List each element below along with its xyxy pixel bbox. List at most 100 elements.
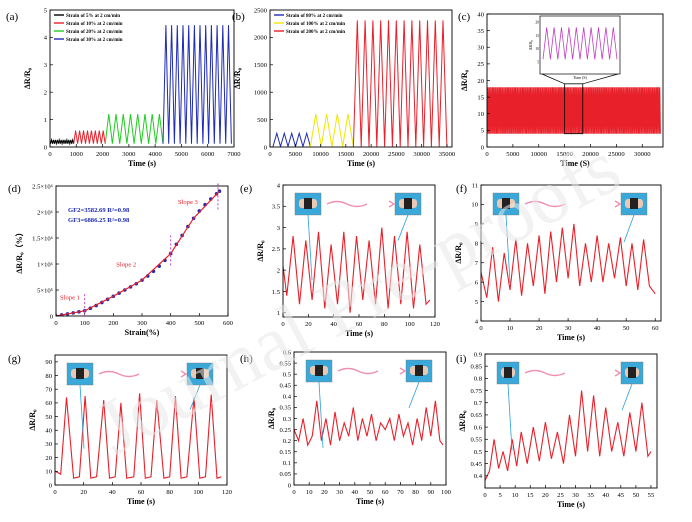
pointer-line xyxy=(318,381,324,448)
x-tick-label: 300 xyxy=(137,320,148,327)
series-line-b-2-0 xyxy=(352,20,448,147)
wave-arrow xyxy=(98,370,140,378)
legend-entry: Strain of 20% at 2 cm/min xyxy=(66,30,123,35)
x-tick-label: 20 xyxy=(321,489,328,496)
plot-frame xyxy=(480,184,662,322)
x-tick-label: 5000 xyxy=(175,151,189,158)
y-tick-label: 2×10⁶ xyxy=(37,209,53,216)
y-tick-label: 35 xyxy=(477,28,484,35)
plot-data-b xyxy=(272,20,448,147)
sensor-shape xyxy=(502,198,510,209)
series-line-f-0 xyxy=(481,223,656,302)
y-tick-label: 8 xyxy=(475,241,479,248)
y-axis-label: ΔR/R₀ xyxy=(454,242,463,264)
y-tick-label: 80 xyxy=(45,373,52,380)
panel-label: (g) xyxy=(8,353,21,365)
y-tick-label: 4 xyxy=(44,35,48,42)
photo-inset xyxy=(186,362,214,386)
plot-frame xyxy=(269,9,453,148)
y-tick-label: 90 xyxy=(45,359,52,366)
wave-arrow-head xyxy=(614,200,622,208)
photo-inset xyxy=(620,192,648,216)
x-tick-label: 10 xyxy=(306,489,313,496)
y-tick-label: 0.6 xyxy=(283,349,292,356)
x-tick-label: 0 xyxy=(485,151,489,158)
sensor-shape xyxy=(76,368,84,379)
y-tick-label: 40 xyxy=(477,11,484,18)
y-tick-label: 1×10⁶ xyxy=(37,261,53,268)
sensor-shape xyxy=(196,368,204,379)
y-tick-label: 5 xyxy=(475,299,479,306)
y-tick-label: 0.75 xyxy=(470,388,482,395)
y-tick-label: 0.4 xyxy=(474,473,483,480)
y-tick-label: 20 xyxy=(477,78,484,85)
x-axis-label: Time (s) xyxy=(128,159,156,168)
x-tick-label: 1000 xyxy=(70,151,84,158)
series-line-g-0 xyxy=(55,393,222,479)
x-axis-label: Strain(%) xyxy=(125,328,160,337)
photo-inset xyxy=(305,359,333,383)
series-line-c-0-0 xyxy=(487,87,661,134)
y-axis-label: ΔR/R₀ xyxy=(458,410,467,432)
y-tick-label: 0.5 xyxy=(474,449,483,456)
y-axis-label: ΔR/R₀ xyxy=(460,69,469,91)
zoom-box xyxy=(564,83,584,135)
y-tick-label: 0.1 xyxy=(283,460,291,467)
wave-arrow-head xyxy=(180,370,188,378)
wave-arrow xyxy=(524,200,566,208)
y-tick-label: 15 xyxy=(477,94,484,101)
y-tick-label: 500 xyxy=(257,117,268,124)
x-tick-label: 25 xyxy=(557,492,564,499)
x-tick-label: 100 xyxy=(80,320,91,327)
legend-entry: Strain of 10% at 2 cm/min xyxy=(66,22,123,27)
photo-inset xyxy=(405,359,433,383)
x-tick-label: 15000 xyxy=(338,151,355,158)
x-tick-label: 40 xyxy=(602,492,609,499)
annotation-gf3: GF3=6886.25 R²=0.98 xyxy=(68,217,130,224)
x-tick-label: 5000 xyxy=(506,151,520,158)
wave-arrow-head xyxy=(614,369,622,377)
annotation-slope2: Slope 2 xyxy=(116,262,136,269)
x-tick-label: 80 xyxy=(381,321,388,328)
y-tick-label: 10 xyxy=(471,202,478,209)
legend-entry: Strain of 200% at 2 cm/min xyxy=(286,30,345,35)
x-axis-label: Time (S) xyxy=(560,159,590,168)
y-tick-label: 9 xyxy=(475,221,479,228)
photo-inset xyxy=(492,192,520,216)
y-tick-label: 20 xyxy=(45,455,52,462)
series-line-a-2-0 xyxy=(104,114,164,144)
wave-arrow xyxy=(524,369,566,377)
y-axis-label: ΔR/R₀ xyxy=(28,409,37,431)
pointer-line xyxy=(397,214,409,241)
x-tick-label: 0 xyxy=(53,489,57,496)
plot-data-c xyxy=(487,87,661,134)
y-tick-label: 1.5 xyxy=(272,289,281,296)
annotation-slope3: Slope 3 xyxy=(178,199,199,206)
plot-frame xyxy=(55,185,229,317)
panel-label: (f) xyxy=(456,183,467,195)
y-tick-label: 30 xyxy=(477,45,484,52)
panel-label: (i) xyxy=(456,353,467,365)
y-tick-label: 10 xyxy=(477,111,484,118)
y-tick-label: 0.7 xyxy=(474,400,483,407)
y-tick-label: 4 xyxy=(277,182,281,189)
x-tick-label: 50 xyxy=(367,489,374,496)
y-tick-label: 0.5 xyxy=(283,371,292,378)
sensor-shape xyxy=(628,367,636,378)
x-tick-label: 60 xyxy=(652,325,659,332)
y-tick-label: 1 xyxy=(277,310,280,317)
x-tick-label: 200 xyxy=(108,320,119,327)
x-tick-label: 20 xyxy=(80,489,87,496)
photo-inset xyxy=(496,361,520,385)
panel-label: (c) xyxy=(458,11,471,23)
photo-inset xyxy=(394,192,422,216)
x-tick-label: 5 xyxy=(498,492,502,499)
x-tick-label: 0 xyxy=(48,151,52,158)
y-tick-label: 0 xyxy=(264,144,268,151)
sensor-shape xyxy=(415,365,423,376)
y-tick-label: 5×10⁵ xyxy=(37,287,53,294)
x-tick-label: 80 xyxy=(166,489,173,496)
inset-x-axis-label: Time (S) xyxy=(573,76,587,80)
panel-label: (h) xyxy=(240,353,253,365)
plot-frame xyxy=(49,9,235,148)
